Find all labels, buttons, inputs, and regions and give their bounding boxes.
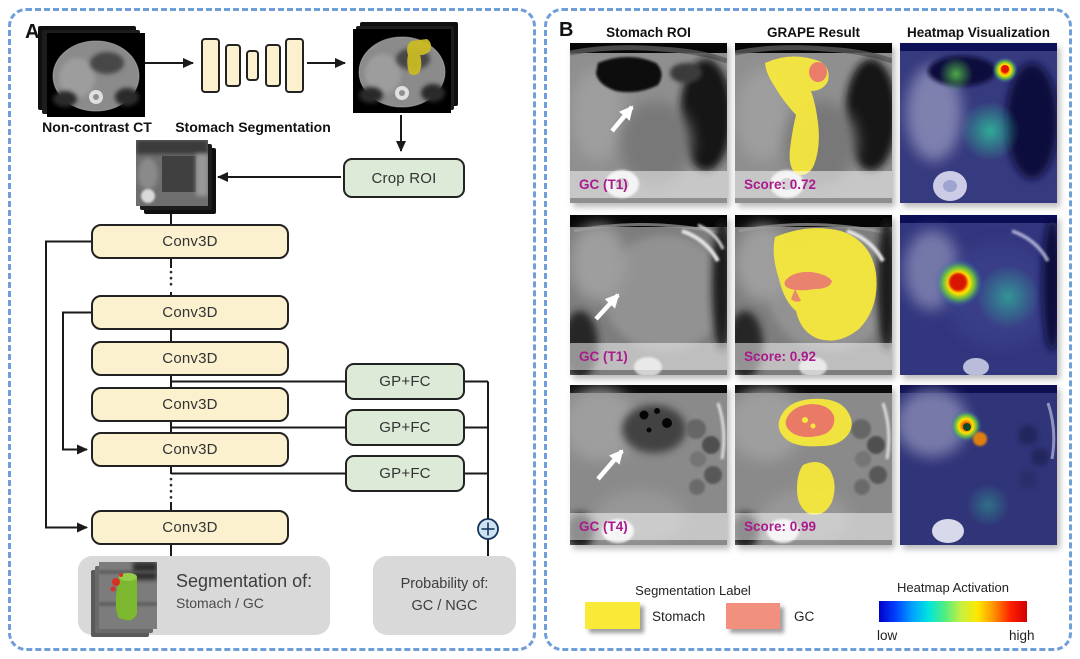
gpfc-label: GP+FC <box>379 465 431 482</box>
gc-color-swatch <box>726 603 780 629</box>
network-block <box>285 38 304 93</box>
segmentation-3d-render <box>99 562 157 629</box>
roi-case-label: GC (T1) <box>579 177 628 192</box>
conv3d-box-3: Conv3D <box>91 341 289 376</box>
colorbar-low-label: low <box>877 628 898 643</box>
conv3d-label: Conv3D <box>162 233 218 250</box>
gpfc-box-3: GP+FC <box>345 455 465 492</box>
lesion-arrow <box>596 449 624 481</box>
conv3d-box-4: Conv3D <box>91 387 289 422</box>
segmentation-legend-title: Segmentation Label <box>635 583 751 598</box>
stomach-color-swatch <box>585 602 640 629</box>
panel-a: A <box>8 8 536 651</box>
sum-node <box>477 518 499 540</box>
network-block <box>265 44 281 87</box>
network-block <box>225 44 241 87</box>
probability-title: Probability of: <box>400 576 489 593</box>
colorbar-high-label: high <box>1009 628 1035 643</box>
grape-image-row2: Score: 0.92 <box>735 215 892 375</box>
roi-image-row1: GC (T1) <box>570 43 727 203</box>
probability-output-box: Probability of: GC / NGC <box>373 556 516 635</box>
gpfc-box-2: GP+FC <box>345 409 465 446</box>
network-block <box>201 38 220 93</box>
panel-b-label: B <box>559 19 574 41</box>
ct-axial-slice <box>47 33 145 117</box>
grape-image-row3: Score: 0.99 <box>735 385 892 545</box>
lesion-arrow <box>594 293 620 321</box>
gc-segmentation-overlay <box>785 404 835 437</box>
heatmap-image-row2 <box>900 215 1057 375</box>
gpfc-label: GP+FC <box>379 419 431 436</box>
stomach-segmentation-caption: Stomach Segmentation <box>175 119 331 135</box>
stomach-overlay <box>407 39 431 75</box>
roi-case-label: GC (T4) <box>579 519 628 534</box>
score-label: Score: 0.92 <box>744 349 817 364</box>
stomach-segmentation-overlay <box>765 56 829 175</box>
score-label-band: Score: 0.92 <box>735 343 892 370</box>
conv3d-box-1: Conv3D <box>91 224 289 259</box>
segmentation-subtitle: Stomach / GC <box>176 595 264 611</box>
crop-roi-label: Crop ROI <box>371 169 437 187</box>
crop-roi-box: Crop ROI <box>343 158 465 198</box>
score-label: Score: 0.99 <box>744 519 817 534</box>
roi-label-band: GC (T1) <box>570 171 727 198</box>
conv3d-label: Conv3D <box>162 350 218 367</box>
gc-legend-label: GC <box>794 609 815 624</box>
heatmap-image-row3 <box>900 385 1057 545</box>
roi-label-band: GC (T4) <box>570 513 727 540</box>
panel-b: B Stomach ROI GRAPE Result Heatmap Visua… <box>544 8 1072 651</box>
column-header-stomach-roi: Stomach ROI <box>606 25 691 40</box>
roi-image-row3: GC (T4) <box>570 385 727 545</box>
panel-a-label: A <box>25 21 40 43</box>
roi-image-row2: GC (T1) <box>570 215 727 375</box>
non-contrast-ct-caption: Non-contrast CT <box>42 119 152 135</box>
score-label-band: Score: 0.72 <box>735 171 892 198</box>
conv3d-label: Conv3D <box>162 441 218 458</box>
segmentation-3d-image <box>91 562 157 637</box>
segmentation-title: Segmentation of: <box>176 571 313 591</box>
non-contrast-ct-image <box>38 26 145 117</box>
gc-segmentation-overlay <box>784 271 832 291</box>
heatmap-legend-title: Heatmap Activation <box>896 580 1009 595</box>
conv3d-box-2: Conv3D <box>91 295 289 330</box>
roi-case-label: GC (T1) <box>579 349 628 364</box>
gc-3d-overlay <box>112 578 120 586</box>
score-label-band: Score: 0.99 <box>735 513 892 540</box>
roi-crop-image <box>136 140 216 214</box>
roi-label-band: GC (T1) <box>570 343 727 370</box>
heatmap-image-row1 <box>900 43 1057 203</box>
score-label: Score: 0.72 <box>744 177 817 192</box>
network-block <box>246 50 259 81</box>
heatmap-colorbar <box>879 601 1027 622</box>
conv3d-label: Conv3D <box>162 396 218 413</box>
gpfc-box-1: GP+FC <box>345 363 465 400</box>
gc-segmentation-overlay <box>809 62 827 82</box>
ct-axial-slice-segmented <box>353 29 451 113</box>
conv3d-label: Conv3D <box>162 304 218 321</box>
segmentation-output-text: Segmentation of: Stomach / GC <box>176 571 326 611</box>
segmented-ct-image <box>353 22 458 113</box>
roi-crop-slice <box>136 140 208 206</box>
conv3d-box-5: Conv3D <box>91 432 289 467</box>
column-header-heatmap: Heatmap Visualization <box>906 25 1051 40</box>
stomach-3d-overlay <box>115 574 137 621</box>
stomach-legend-label: Stomach <box>652 609 706 624</box>
conv3d-box-6: Conv3D <box>91 510 289 545</box>
grape-image-row1: Score: 0.72 <box>735 43 892 203</box>
gpfc-label: GP+FC <box>379 373 431 390</box>
flow-arrows <box>45 58 499 557</box>
lesion-arrow <box>610 105 634 133</box>
conv3d-label: Conv3D <box>162 519 218 536</box>
column-header-grape-result: GRAPE Result <box>766 25 861 40</box>
probability-subtitle: GC / NGC <box>411 597 478 614</box>
